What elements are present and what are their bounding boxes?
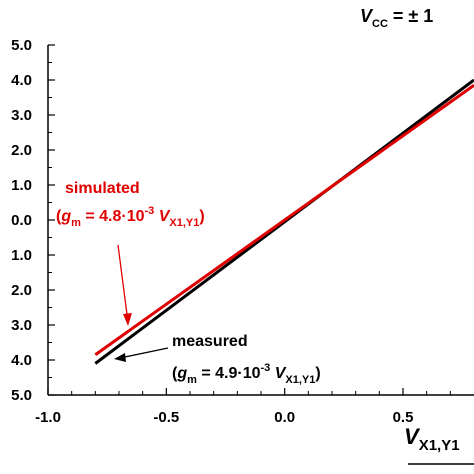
simulated-gm-label: (gm = 4.8·10-3 VX1,Y1) — [56, 205, 205, 229]
measured-label: measured — [172, 333, 248, 350]
y-tick-label: 2.0 — [11, 282, 32, 299]
measured-arrow-head — [114, 353, 126, 362]
simulated-line — [94, 84, 474, 356]
simulated-label: simulated — [65, 180, 140, 197]
simulated-arrow-head — [123, 313, 132, 326]
y-tick-label: 5.0 — [11, 37, 32, 54]
x-axis-label: VX1,Y1 — [404, 424, 460, 454]
header-supply-label: VCC = ± 1 — [360, 6, 433, 30]
y-tick-label: 3.0 — [11, 317, 32, 334]
y-tick-label: 1.0 — [11, 177, 32, 194]
y-tick-label: 1.0 — [11, 247, 32, 264]
y-tick-label: 4.0 — [11, 72, 32, 89]
x-tick-label: -1.0 — [35, 409, 61, 426]
y-tick-label: 5.0 — [11, 387, 32, 404]
x-tick-label: -0.5 — [153, 409, 179, 426]
axes — [47, 44, 474, 396]
series-group — [94, 78, 474, 365]
x-tick-label: 0.0 — [274, 409, 295, 426]
measured-arrow-line — [119, 347, 169, 359]
tick-labels: 5.04.03.02.01.00.01.02.03.04.05.0-1.0 -0.… — [11, 37, 413, 426]
y-tick-label: 3.0 — [11, 107, 32, 124]
x-tick-label: 0.5 — [393, 409, 414, 426]
measured-gm-label: (gm = 4.9·10-3 VX1,Y1) — [172, 362, 321, 386]
y-tick-label: 0.0 — [11, 212, 32, 229]
simulated-arrow-line — [117, 244, 129, 323]
y-tick-label: 2.0 — [11, 142, 32, 159]
y-tick-label: 4.0 — [11, 352, 32, 369]
